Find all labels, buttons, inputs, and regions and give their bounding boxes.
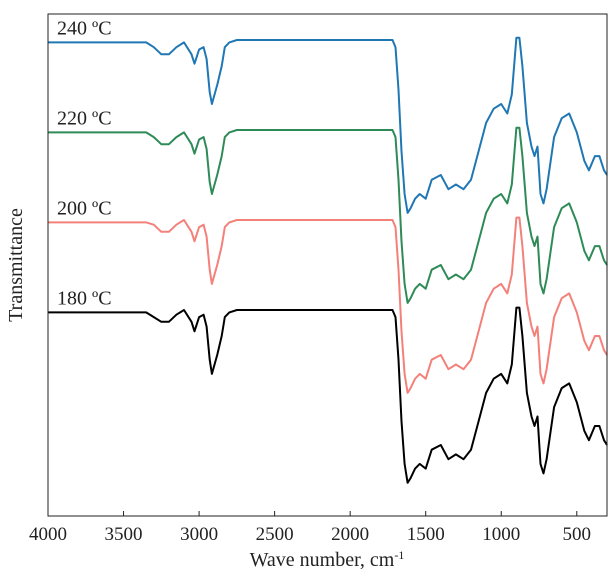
y-axis-title: Transmittance xyxy=(5,208,27,322)
series-label-0: 180 ºC xyxy=(57,287,112,309)
series-label-3: 240 ºC xyxy=(57,17,112,39)
x-tick-label: 4000 xyxy=(29,524,67,545)
x-tick-label: 2000 xyxy=(331,524,369,545)
x-axis-title: Wave number, cm-1 xyxy=(250,548,405,571)
series-line-2 xyxy=(48,126,608,304)
x-axis-title-sup: -1 xyxy=(394,548,404,562)
series-line-1 xyxy=(48,216,608,394)
series-label-1: 200 ºC xyxy=(57,197,112,219)
series-lines xyxy=(48,36,608,484)
series-line-3 xyxy=(48,36,608,214)
x-tick-label: 2500 xyxy=(256,524,294,545)
x-ticks: 4000 3500 3000 2500 2000 1500 1000 500 xyxy=(29,511,591,545)
x-tick-label: 1500 xyxy=(407,524,445,545)
series-labels: 240 ºC 220 ºC 200 ºC 180 ºC xyxy=(57,17,112,309)
series-label-2: 220 ºC xyxy=(57,107,112,129)
x-axis-title-main: Wave number, cm xyxy=(250,549,395,571)
plot-frame xyxy=(47,13,608,517)
x-tick-label: 3000 xyxy=(180,524,218,545)
x-tick-label: 1000 xyxy=(482,524,520,545)
x-tick-label: 500 xyxy=(563,524,592,545)
x-tick-label: 3500 xyxy=(105,524,143,545)
series-line-0 xyxy=(48,306,608,484)
